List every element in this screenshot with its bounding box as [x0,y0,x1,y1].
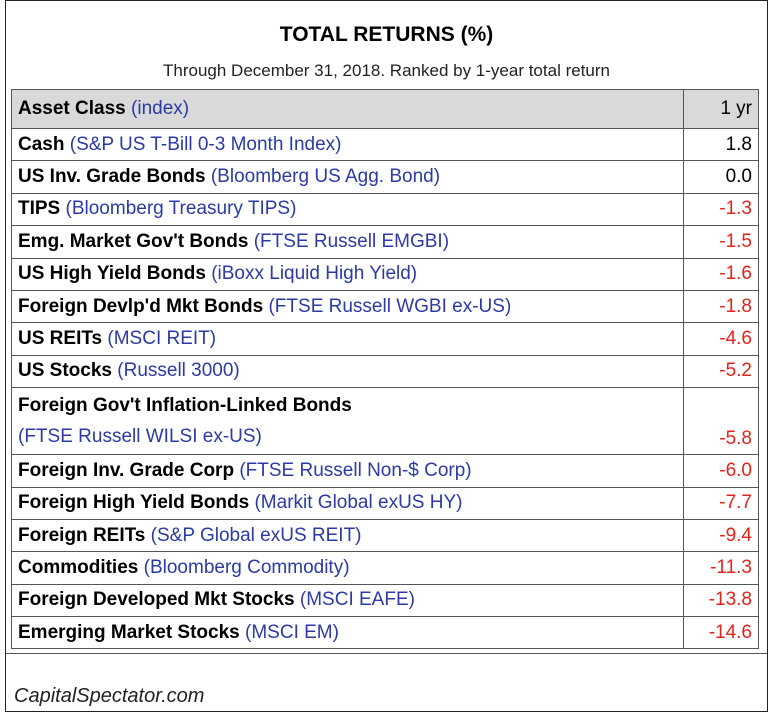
table-row: Foreign REITs (S&P Global exUS REIT) -9.4 [11,518,760,553]
return-value: -1.8 [682,289,760,324]
asset-name: Foreign Inv. Grade Corp [18,459,235,481]
return-value: -5.8 [682,387,760,456]
asset-name: Foreign Gov't Inflation-Linked Bonds [18,395,352,417]
table-row: Emg. Market Gov't Bonds (FTSE Russell EM… [11,225,760,259]
asset-cell: Foreign Gov't Inflation-Linked Bonds (FTS… [11,387,684,456]
asset-name: Commodities [18,556,139,578]
asset-cell: Foreign Devlp'd Mkt Bonds (FTSE Russell … [11,289,684,324]
header-asset-class: Asset Class (index) [11,89,684,129]
index-name: (iBoxx Liquid High Yield) [211,263,418,285]
return-value: -13.8 [682,583,760,618]
index-name: (MSCI REIT) [107,328,217,350]
table-row: US Stocks (Russell 3000) -5.2 [11,354,760,389]
footer-divider [6,653,767,654]
table-row: Emerging Market Stocks (MSCI EM) -14.6 [11,616,760,650]
asset-cell: Foreign Developed Mkt Stocks (MSCI EAFE) [11,583,684,618]
asset-cell: Cash (S&P US T-Bill 0-3 Month Index) [11,127,684,162]
asset-name: US Stocks [18,360,112,382]
return-value: -1.6 [682,257,760,291]
asset-cell: US High Yield Bonds (iBoxx Liquid High Y… [11,257,684,291]
index-name: (Russell 3000) [117,360,240,382]
table-row: Foreign Devlp'd Mkt Bonds (FTSE Russell … [11,289,760,324]
table-row: Foreign High Yield Bonds (Markit Global … [11,486,760,520]
asset-cell: Foreign REITs (S&P Global exUS REIT) [11,518,684,553]
asset-name: US High Yield Bonds [18,263,206,285]
index-name: (FTSE Russell WGBI ex-US) [268,295,512,317]
table-row: US REITs (MSCI REIT) -4.6 [11,322,760,356]
return-value: -14.6 [682,616,760,650]
table-row: US High Yield Bonds (iBoxx Liquid High Y… [11,257,760,291]
index-name: (Bloomberg Commodity) [143,556,350,578]
asset-name: Foreign High Yield Bonds [18,492,250,514]
header-index-label: (index) [131,98,190,119]
return-value: -11.3 [682,551,760,585]
table-row: Foreign Gov't Inflation-Linked Bonds (FTS… [11,387,760,456]
index-name: (Bloomberg US Agg. Bond) [210,166,441,188]
index-name: (MSCI EM) [245,621,339,643]
return-value: -7.7 [682,486,760,520]
asset-name: Emerging Market Stocks [18,621,240,643]
asset-name: Cash [18,133,65,155]
asset-name: US Inv. Grade Bonds [18,166,206,188]
asset-cell: Emerging Market Stocks (MSCI EM) [11,616,684,650]
index-name: (FTSE Russell WILSI ex-US) [18,426,262,448]
asset-name: Foreign Devlp'd Mkt Bonds [18,295,264,317]
table-row: US Inv. Grade Bonds (Bloomberg US Agg. B… [11,160,760,194]
index-name: (S&P US T-Bill 0-3 Month Index) [69,133,342,155]
table-row: Foreign Developed Mkt Stocks (MSCI EAFE)… [11,583,760,618]
table-row: TIPS (Bloomberg Treasury TIPS) -1.3 [11,192,760,227]
return-value: -6.0 [682,454,760,488]
index-name: (FTSE Russell EMGBI) [253,230,450,252]
asset-name: Foreign Developed Mkt Stocks [18,589,295,611]
table-title: TOTAL RETURNS (%) [279,23,494,46]
table-header-row: Asset Class (index) 1 yr [11,89,760,129]
asset-name: Emg. Market Gov't Bonds [18,230,249,252]
index-name: (MSCI EAFE) [299,589,415,611]
asset-name: US REITs [18,328,103,350]
index-name: (S&P Global exUS REIT) [150,524,362,546]
asset-cell: TIPS (Bloomberg Treasury TIPS) [11,192,684,227]
asset-cell: US REITs (MSCI REIT) [11,322,684,356]
return-value: -1.3 [682,192,760,227]
table-row: Foreign Inv. Grade Corp (FTSE Russell No… [11,454,760,488]
table-row: Cash (S&P US T-Bill 0-3 Month Index) 1.8 [11,127,760,162]
table-subtitle: Through December 31, 2018. Ranked by 1-y… [163,61,610,80]
return-value: -9.4 [682,518,760,553]
asset-cell: Commodities (Bloomberg Commodity) [11,551,684,585]
index-name: (FTSE Russell Non-$ Corp) [239,459,472,481]
header-1yr: 1 yr [682,89,760,129]
return-value: -1.5 [682,225,760,259]
source-credit: CapitalSpectator.com [14,685,205,707]
asset-name: TIPS [18,198,61,220]
header-asset-label: Asset Class [18,98,126,119]
asset-cell: Foreign High Yield Bonds (Markit Global … [11,486,684,520]
index-name: (Markit Global exUS HY) [254,492,463,514]
return-value: 0.0 [682,160,760,194]
index-name: (Bloomberg Treasury TIPS) [65,198,297,220]
asset-cell: Foreign Inv. Grade Corp (FTSE Russell No… [11,454,684,488]
asset-name: Foreign REITs [18,524,146,546]
asset-cell: US Inv. Grade Bonds (Bloomberg US Agg. B… [11,160,684,194]
return-value: -5.2 [682,354,760,389]
asset-cell: US Stocks (Russell 3000) [11,354,684,389]
return-value: 1.8 [682,127,760,162]
return-value: -4.6 [682,322,760,356]
asset-cell: Emg. Market Gov't Bonds (FTSE Russell EM… [11,225,684,259]
returns-table-panel: TOTAL RETURNS (%) Through December 31, 2… [5,0,768,712]
returns-table: Asset Class (index) 1 yr Cash (S&P US T-… [11,89,760,650]
table-row: Commodities (Bloomberg Commodity) -11.3 [11,551,760,585]
